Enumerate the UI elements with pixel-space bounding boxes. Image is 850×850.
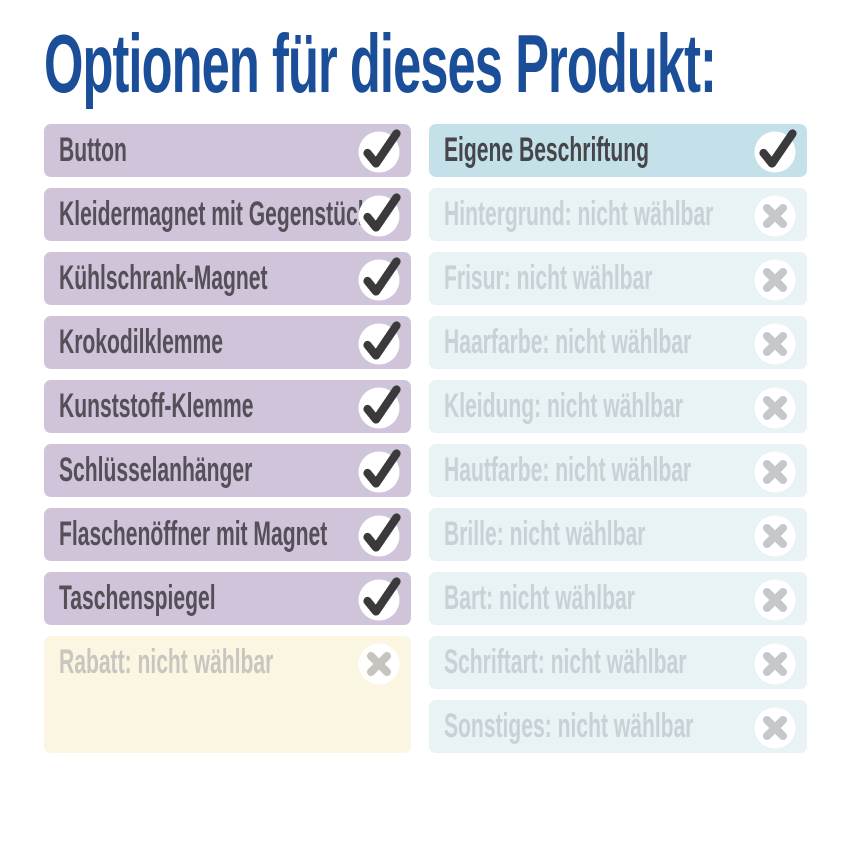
option-row: Brille: nicht wählbar — [429, 508, 807, 561]
option-row: Rabatt: nicht wählbar — [44, 636, 411, 753]
option-label: Bart: nicht wählbar — [444, 579, 635, 617]
option-row: Button — [44, 124, 411, 177]
option-label: Krokodilklemme — [59, 323, 224, 361]
option-label: Eigene Beschriftung — [444, 131, 649, 169]
option-label: Sonstiges: nicht wählbar — [444, 707, 694, 745]
option-row: Schlüsselanhänger — [44, 444, 411, 497]
option-row: Kühlschrank-Magnet — [44, 252, 411, 305]
option-row: Schriftart: nicht wählbar — [429, 636, 807, 689]
check-icon — [358, 513, 401, 557]
check-icon — [358, 321, 401, 365]
page-title: Optionen für dieses Produkt: — [44, 17, 717, 110]
option-row: Flaschenöffner mit Magnet — [44, 508, 411, 561]
cross-icon — [754, 195, 796, 237]
check-icon — [358, 449, 401, 493]
option-label: Button — [59, 131, 127, 169]
option-label: Kunststoff-Klemme — [59, 387, 254, 425]
option-row: Haarfarbe: nicht wählbar — [429, 316, 807, 369]
cross-icon — [754, 515, 796, 557]
check-icon — [358, 129, 401, 173]
option-row: Frisur: nicht wählbar — [429, 252, 807, 305]
option-label: Schlüsselanhänger — [59, 451, 253, 489]
option-label: Brille: nicht wählbar — [444, 515, 646, 553]
option-row: Krokodilklemme — [44, 316, 411, 369]
option-label: Kleidung: nicht wählbar — [444, 387, 683, 425]
check-icon — [358, 193, 401, 237]
option-row: Kleidung: nicht wählbar — [429, 380, 807, 433]
option-label: Rabatt: nicht wählbar — [59, 643, 274, 681]
option-label: Kühlschrank-Magnet — [59, 259, 268, 297]
option-row: Eigene Beschriftung — [429, 124, 807, 177]
option-label: Kleidermagnet mit Gegenstück — [59, 195, 370, 233]
cross-icon — [754, 323, 796, 365]
option-label: Frisur: nicht wählbar — [444, 259, 653, 297]
cross-icon — [754, 387, 796, 429]
option-row: Hintergrund: nicht wählbar — [429, 188, 807, 241]
option-row: Kunststoff-Klemme — [44, 380, 411, 433]
option-row: Sonstiges: nicht wählbar — [429, 700, 807, 753]
option-label: Haarfarbe: nicht wählbar — [444, 323, 692, 361]
cross-icon — [754, 643, 796, 685]
cross-icon — [754, 451, 796, 493]
option-label: Schriftart: nicht wählbar — [444, 643, 687, 681]
cross-icon — [754, 259, 796, 301]
cross-icon — [754, 707, 796, 749]
check-icon — [358, 257, 401, 301]
footer: www.Buttonfee.de — [0, 760, 850, 850]
option-row: Bart: nicht wählbar — [429, 572, 807, 625]
check-icon — [358, 385, 401, 429]
option-row: Taschenspiegel — [44, 572, 411, 625]
option-label: Hintergrund: nicht wählbar — [444, 195, 714, 233]
cross-icon — [358, 643, 400, 685]
check-icon — [358, 577, 401, 621]
cross-icon — [754, 579, 796, 621]
option-row: Kleidermagnet mit Gegenstück — [44, 188, 411, 241]
option-label: Taschenspiegel — [59, 579, 216, 617]
check-icon — [754, 129, 797, 173]
option-label: Flaschenöffner mit Magnet — [59, 515, 328, 553]
option-row: Hautfarbe: nicht wählbar — [429, 444, 807, 497]
option-label: Hautfarbe: nicht wählbar — [444, 451, 692, 489]
